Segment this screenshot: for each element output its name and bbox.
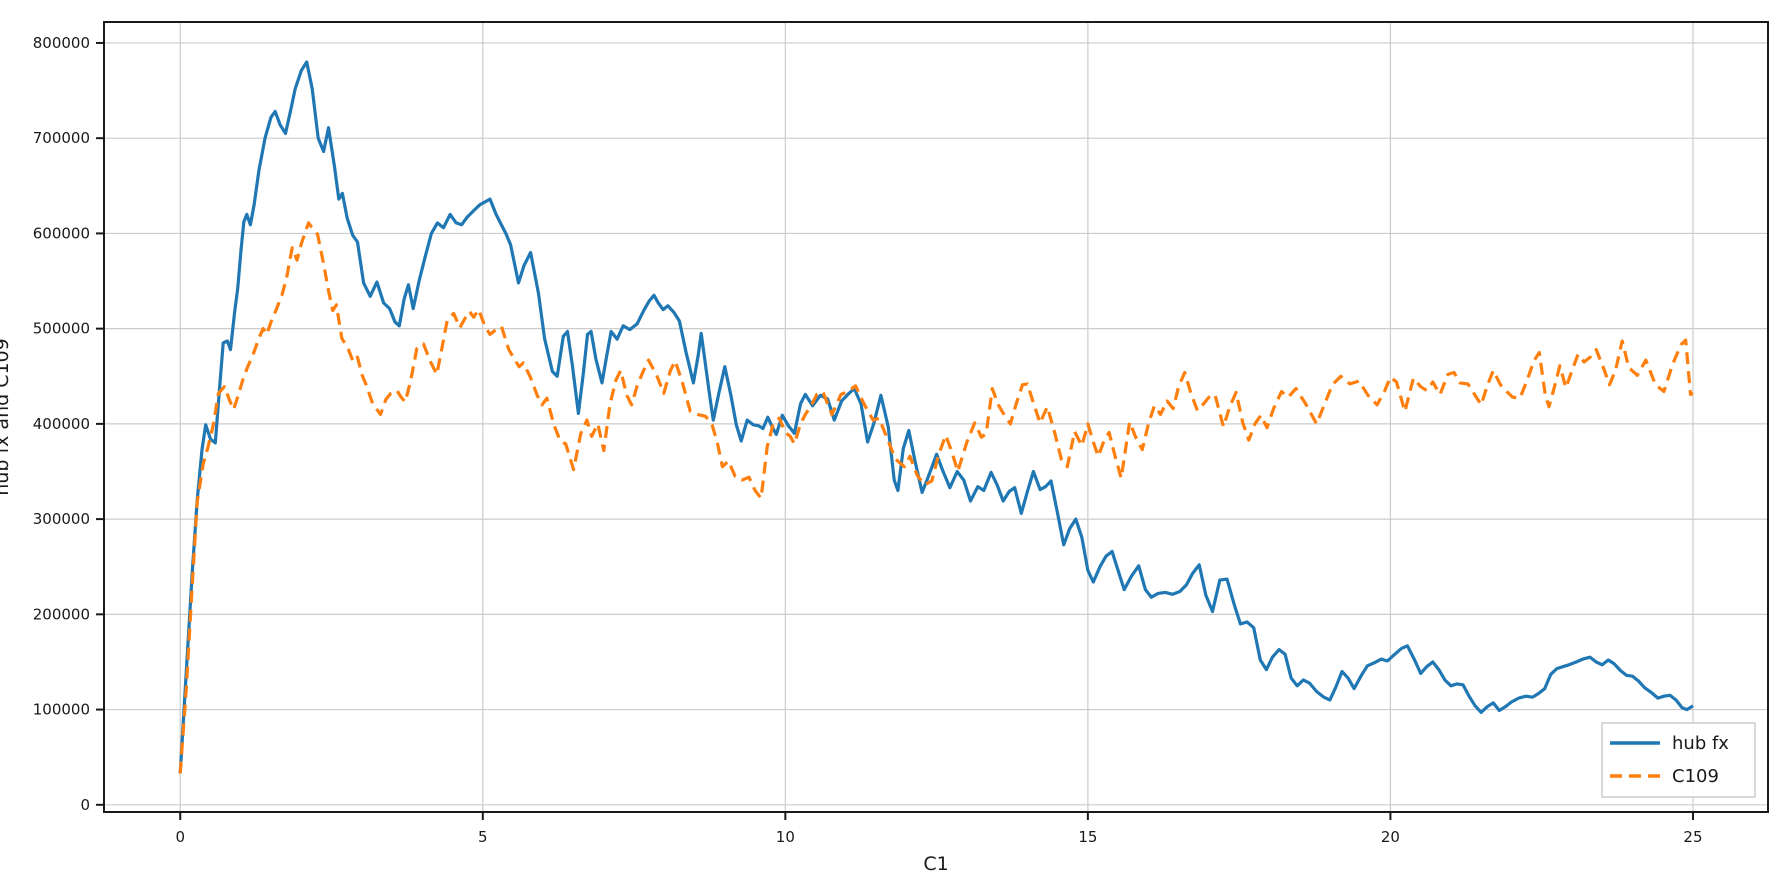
x-tick-label: 5 (478, 828, 488, 846)
x-tick-label: 15 (1078, 828, 1097, 846)
x-tick-label: 10 (776, 828, 795, 846)
y-tick-label: 0 (80, 796, 90, 814)
axes-ticks: 0 5 10 15 20 25 0 100000 200000 300000 400000 50000… (33, 34, 1703, 846)
y-tick-label: 700000 (33, 129, 90, 147)
legend-box (1601, 722, 1756, 798)
y-tick-label: 300000 (33, 510, 90, 528)
y-tick-label: 800000 (33, 34, 90, 52)
series-line-hub-fx (178, 60, 1694, 774)
y-tick-label: 400000 (33, 415, 90, 433)
x-axis-label: C1 (923, 853, 948, 875)
y-tick-label: 200000 (33, 605, 90, 623)
series-line-c109 (178, 221, 1694, 774)
x-tick-label: 0 (175, 828, 185, 846)
x-tick-label: 25 (1683, 828, 1702, 846)
grid (104, 22, 1768, 812)
y-tick-label: 500000 (33, 320, 90, 338)
x-tick-label: 20 (1381, 828, 1400, 846)
legend: hub fx C109 (1601, 722, 1756, 798)
plot-border (103, 21, 1769, 813)
legend-label: hub fx (1672, 733, 1729, 754)
y-tick-label: 600000 (33, 224, 90, 242)
y-axis-label: hub fx and C109 (0, 338, 13, 495)
legend-label: C109 (1672, 766, 1719, 787)
y-tick-label: 100000 (33, 701, 90, 719)
